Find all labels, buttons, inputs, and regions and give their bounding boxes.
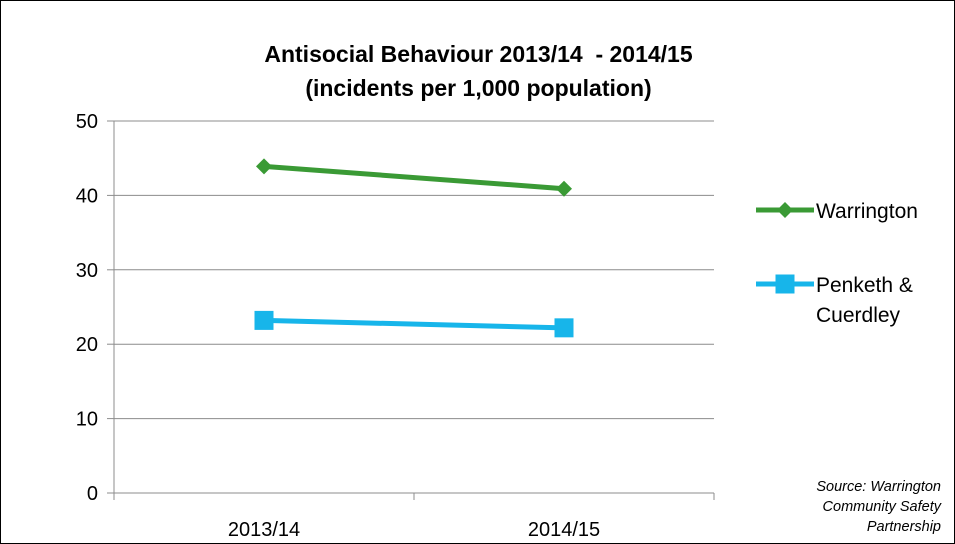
data-point-penketh-cuerdley-0 xyxy=(254,310,274,330)
data-point-penketh-cuerdley-1 xyxy=(554,318,574,338)
legend-label-warrington-0: Warrington xyxy=(816,200,918,223)
source-line-2: Community Safety xyxy=(822,499,941,515)
data-point-warrington-0 xyxy=(256,158,272,175)
y-tick-label-50: 50 xyxy=(76,111,98,133)
y-tick-label-20: 20 xyxy=(76,334,98,356)
series-line-penketh-cuerdley xyxy=(261,317,567,331)
source-note: Source: Warrington Community Safety Part… xyxy=(741,477,941,537)
legend-marker-penketh-cuerdley xyxy=(775,274,795,294)
data-point-warrington-1 xyxy=(556,180,572,197)
source-line-3: Partnership xyxy=(866,519,941,535)
y-tick-label-10: 10 xyxy=(76,409,98,431)
chart-title-line-2: (incidents per 1,000 population) xyxy=(305,75,652,101)
y-tick-label-30: 30 xyxy=(76,260,98,282)
series-line-warrington xyxy=(261,163,567,192)
legend-label-penketh-cuerdley-0: Penketh & xyxy=(816,274,913,297)
legend-marker-warrington xyxy=(777,202,793,218)
chart-title: Antisocial Behaviour 2013/14 - 2014/15 (… xyxy=(1,37,955,105)
chart-title-line-1: Antisocial Behaviour 2013/14 - 2014/15 xyxy=(264,41,693,67)
legend-label-penketh-cuerdley-1: Cuerdley xyxy=(816,304,901,327)
x-tick-label-2013/14: 2013/14 xyxy=(228,519,300,541)
y-tick-label-40: 40 xyxy=(76,185,98,207)
x-tick-label-2014/15: 2014/15 xyxy=(528,519,600,541)
source-line-1: Source: Warrington xyxy=(816,479,941,495)
y-tick-label-0: 0 xyxy=(87,483,98,505)
